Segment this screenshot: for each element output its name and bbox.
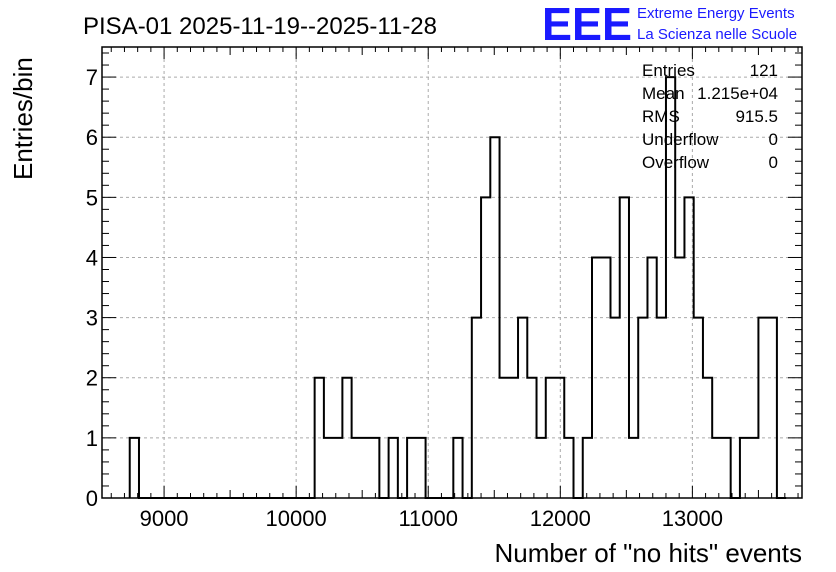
x-tick-label: 9000 (140, 506, 189, 531)
y-axis-title: Entries/bin (8, 57, 38, 180)
chart-title: PISA-01 2025-11-19--2025-11-28 (83, 13, 437, 40)
y-tick-label: 6 (86, 125, 98, 150)
y-tick-label: 2 (86, 366, 98, 391)
grid (102, 47, 802, 498)
stats-box: Entries 121 Mean 1.215e+04 RMS 915.5 Underflow… (642, 61, 778, 172)
stats-label: Mean (642, 84, 685, 103)
y-tick-label: 3 (86, 306, 98, 331)
y-tick-label: 5 (86, 185, 98, 210)
x-axis-title: Number of "no hits" events (495, 538, 803, 568)
y-tick-label: 4 (86, 245, 98, 270)
stats-label: Underflow (642, 130, 719, 149)
x-tick-label: 13000 (662, 506, 723, 531)
stats-label: RMS (642, 107, 680, 126)
y-tick-label: 1 (86, 426, 98, 451)
x-tick-label: 11000 (398, 506, 458, 531)
stats-label: Entries (642, 61, 695, 80)
x-tick-label: 12000 (530, 506, 591, 531)
logo-line-1: Extreme Energy Events (637, 5, 795, 22)
logo-line-2: La Scienza nelle Scuole (637, 26, 797, 43)
stats-label: Overflow (642, 153, 710, 172)
y-axis: 0 1 2 3 4 5 6 7 (86, 52, 802, 511)
eee-logo: EEE Extreme Energy Events La Scienza nel… (542, 0, 797, 50)
stats-value: 915.5 (735, 107, 778, 126)
plot-frame (101, 46, 803, 499)
x-tick-label: 10000 (266, 506, 327, 531)
eee-logo-letters: EEE (542, 0, 632, 50)
y-tick-label: 0 (86, 486, 98, 511)
stats-value: 0 (769, 153, 778, 172)
stats-value: 121 (750, 61, 778, 80)
stats-value: 1.215e+04 (697, 84, 778, 103)
y-tick-label: 7 (86, 65, 98, 90)
x-axis: 9000 10000 11000 12000 13000 (110, 47, 799, 531)
stats-value: 0 (769, 130, 778, 149)
